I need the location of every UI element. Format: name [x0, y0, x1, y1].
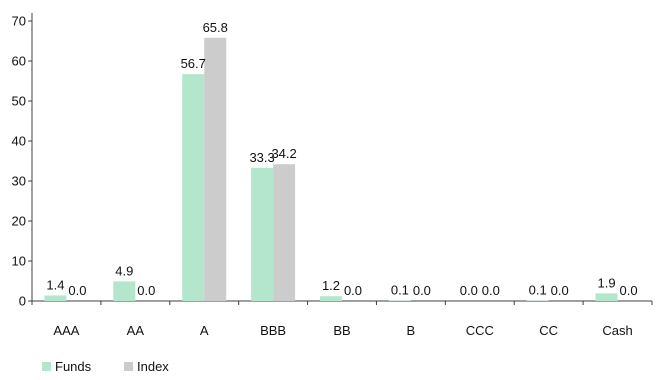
bar-funds	[251, 167, 274, 301]
y-tick-label: 50	[12, 94, 26, 109]
data-label-index: 0.0	[68, 283, 86, 298]
data-label-index: 65.8	[203, 20, 228, 35]
y-tick-label: 40	[12, 134, 26, 149]
y-tick-label: 60	[12, 54, 26, 69]
bar-funds	[182, 74, 205, 301]
bar-funds	[320, 296, 342, 301]
y-tick-label: 10	[12, 254, 26, 269]
data-label-index: 0.0	[482, 283, 500, 298]
legend-label-funds: Funds	[55, 359, 92, 374]
data-label-index: 0.0	[551, 283, 569, 298]
bar-funds	[44, 295, 67, 301]
data-label-index: 34.2	[271, 146, 296, 161]
legend-swatch-funds	[42, 362, 51, 371]
data-labels-layer: 1.4 4.9 56.7 33.3 1.2 0.1 0.0 0.1 1.9 0.0 0.0 65.8 3…	[46, 20, 637, 298]
data-label-funds: 4.9	[115, 263, 133, 278]
x-tick-label: CC	[539, 323, 558, 338]
data-label-index: 0.0	[413, 283, 431, 298]
data-label-funds: 1.9	[598, 275, 616, 290]
legend-label-index: Index	[137, 359, 169, 374]
data-label-funds: 33.3	[249, 150, 274, 165]
y-tick-label: 20	[12, 214, 26, 229]
data-label-index: 0.0	[137, 283, 155, 298]
data-label-funds: 1.4	[46, 277, 64, 292]
legend-swatch-index	[124, 362, 133, 371]
legend: Funds Index	[42, 359, 169, 374]
data-label-index: 0.0	[344, 283, 362, 298]
y-tick-label: 0	[19, 294, 26, 309]
x-tick-label: B	[407, 323, 416, 338]
x-tick-label: A	[200, 323, 209, 338]
x-tick-label: BB	[333, 323, 350, 338]
data-label-funds: 0.1	[529, 283, 547, 298]
x-tick-label: AAA	[53, 323, 79, 338]
y-tick-label: 30	[12, 174, 26, 189]
data-label-funds: 56.7	[181, 56, 206, 71]
y-tick-label: 70	[12, 14, 26, 29]
bar-index	[273, 164, 296, 301]
data-label-funds: 0.1	[391, 283, 409, 298]
data-label-index: 0.0	[620, 283, 638, 298]
bar-funds	[113, 281, 136, 301]
data-label-funds: 0.0	[460, 283, 478, 298]
data-label-funds: 1.2	[322, 278, 340, 293]
bar-index	[204, 37, 227, 302]
bar-funds	[595, 293, 618, 301]
x-tick-label: BBB	[260, 323, 286, 338]
x-tick-label: AA	[127, 323, 145, 338]
bars-layer	[44, 37, 618, 302]
x-tick-label: CCC	[466, 323, 494, 338]
x-tick-label: Cash	[602, 323, 632, 338]
